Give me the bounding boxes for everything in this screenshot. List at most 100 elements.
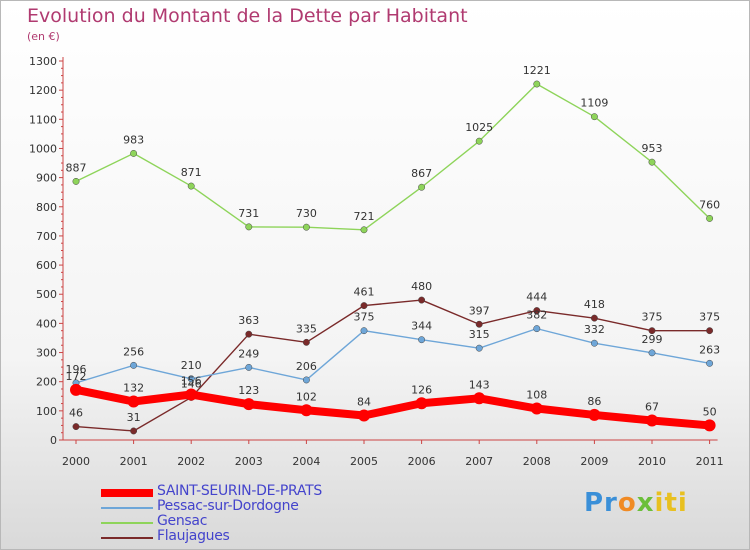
y-tick-label: 100 — [36, 405, 57, 418]
data-point — [533, 307, 541, 315]
data-label: 84 — [357, 396, 371, 409]
data-label: 335 — [296, 322, 317, 335]
data-label: 375 — [642, 311, 663, 324]
data-point — [648, 158, 656, 166]
y-tick-label: 700 — [36, 230, 57, 243]
logo-part: x — [636, 488, 655, 518]
y-tick-label: 500 — [36, 288, 57, 301]
data-point — [302, 376, 310, 384]
data-point — [360, 327, 368, 335]
data-point — [360, 302, 368, 310]
data-label: 397 — [469, 304, 490, 317]
legend-swatch — [101, 506, 153, 509]
data-point — [187, 375, 195, 383]
series-line — [75, 299, 711, 432]
y-tick-label: 400 — [36, 317, 57, 330]
data-label: 299 — [642, 333, 663, 346]
data-label: 1221 — [523, 64, 551, 77]
legend-label: Flaujagues — [157, 528, 230, 544]
data-point — [245, 363, 253, 371]
y-tick-label: 1200 — [29, 84, 57, 97]
data-label: 143 — [469, 378, 490, 391]
data-point — [706, 214, 714, 222]
data-label: 196 — [66, 363, 87, 376]
legend-label: SAINT-SEURIN-DE-PRATS — [157, 483, 322, 499]
data-point — [648, 349, 656, 357]
data-label: 126 — [411, 383, 432, 396]
series-line — [75, 83, 711, 231]
data-label: 315 — [469, 328, 490, 341]
x-tick-label: 2005 — [350, 455, 378, 468]
legend-swatch — [101, 521, 153, 524]
data-label: 156 — [181, 375, 202, 388]
data-label: 344 — [411, 320, 432, 333]
data-label: 1025 — [465, 121, 493, 134]
data-point — [418, 183, 426, 191]
legend-swatch — [101, 488, 153, 497]
data-point — [130, 427, 138, 435]
logo-part: o — [617, 488, 637, 518]
data-point — [130, 361, 138, 369]
data-label: 731 — [238, 207, 259, 220]
data-label: 86 — [587, 395, 601, 408]
proxiti-logo: Proxiti — [584, 488, 688, 518]
data-label: 461 — [354, 286, 375, 299]
x-tick-label: 2001 — [120, 455, 148, 468]
data-label: 363 — [238, 314, 259, 327]
data-label: 721 — [354, 210, 375, 223]
legend-swatch — [101, 536, 153, 539]
data-point — [130, 149, 138, 157]
data-label: 102 — [296, 390, 317, 403]
chart-legend: SAINT-SEURIN-DE-PRATS Pessac-sur-Dordogne… — [101, 483, 401, 545]
data-point — [475, 137, 483, 145]
data-point — [473, 392, 486, 405]
data-point — [185, 388, 198, 401]
data-point — [300, 404, 313, 417]
data-point — [418, 336, 426, 344]
data-point — [302, 338, 310, 346]
x-tick-label: 2008 — [523, 455, 551, 468]
x-tick-label: 2010 — [638, 455, 666, 468]
data-point — [187, 182, 195, 190]
y-tick-label: 600 — [36, 259, 57, 272]
data-label: 172 — [66, 370, 87, 383]
series-line — [75, 327, 711, 384]
x-tick-label: 2003 — [235, 455, 263, 468]
chart-title: Evolution du Montant de la Dette par Hab… — [27, 5, 468, 27]
x-tick-label: 2004 — [292, 455, 320, 468]
data-point — [72, 423, 80, 431]
data-point — [70, 383, 82, 396]
y-tick-label: 0 — [50, 434, 57, 447]
data-point — [533, 325, 541, 333]
data-label: 249 — [238, 347, 259, 360]
data-point — [646, 414, 658, 427]
data-label: 867 — [411, 167, 432, 180]
logo-part: iti — [654, 488, 688, 518]
data-point — [648, 327, 656, 335]
data-point — [530, 402, 543, 415]
data-point — [127, 395, 140, 408]
legend-label: Pessac-sur-Dordogne — [157, 498, 299, 514]
y-tick-label: 800 — [36, 201, 57, 214]
legend-label: Gensac — [157, 513, 208, 529]
data-point — [533, 80, 541, 88]
data-label: 146 — [181, 377, 202, 390]
data-point — [706, 359, 714, 367]
data-label: 382 — [526, 309, 547, 322]
data-label: 375 — [354, 311, 375, 324]
data-point — [706, 327, 714, 335]
data-label: 210 — [181, 359, 202, 372]
data-point — [475, 320, 483, 328]
x-tick-label: 2002 — [177, 455, 205, 468]
data-label: 132 — [123, 382, 144, 395]
data-label: 480 — [411, 280, 432, 293]
data-point — [358, 409, 370, 422]
data-point — [245, 223, 253, 231]
data-point — [588, 408, 601, 421]
data-point — [475, 344, 483, 352]
data-label: 418 — [584, 298, 605, 311]
data-label: 730 — [296, 207, 317, 220]
data-label: 332 — [584, 323, 605, 336]
